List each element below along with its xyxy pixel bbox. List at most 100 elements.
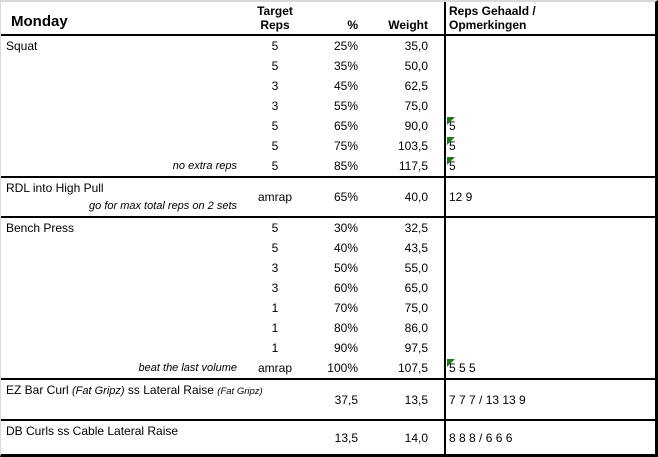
target-reps-cell[interactable]: 3 bbox=[271, 281, 279, 295]
percent-cell[interactable]: 80% bbox=[333, 321, 358, 335]
weight-cell[interactable]: 13,5 bbox=[404, 392, 428, 407]
exercise-cell[interactable]: Bench Press bbox=[1, 221, 239, 235]
weight-cell[interactable]: 75,0 bbox=[404, 301, 428, 315]
percent-cell[interactable]: 13,5 bbox=[334, 430, 358, 445]
result-cell[interactable] bbox=[446, 36, 655, 56]
exercise-cell[interactable]: Squat bbox=[1, 39, 239, 53]
exercise-cell[interactable]: DB Curls ss Cable Lateral Raise bbox=[1, 421, 239, 438]
percent-cell[interactable]: 70% bbox=[333, 301, 358, 315]
result-text: 12 9 bbox=[449, 190, 473, 204]
result-cell[interactable] bbox=[446, 96, 655, 116]
percent-cell[interactable]: 75% bbox=[333, 139, 358, 153]
result-cell[interactable] bbox=[446, 278, 655, 298]
col-header-target-reps-label: Target Reps bbox=[257, 4, 293, 32]
weight-cell[interactable]: 117,5 bbox=[398, 159, 428, 173]
col-header-percent[interactable]: % bbox=[311, 18, 366, 34]
weight-cell[interactable]: 14,0 bbox=[404, 430, 428, 445]
percent-cell[interactable]: 100% bbox=[327, 361, 358, 375]
result-cell[interactable] bbox=[446, 218, 655, 238]
target-reps-cell[interactable]: 3 bbox=[271, 99, 279, 113]
percent-cell[interactable]: 35% bbox=[333, 59, 358, 73]
exercise-cell[interactable]: RDL into High Pull go for max total reps … bbox=[1, 179, 239, 215]
target-reps-cell[interactable]: 5 bbox=[271, 221, 279, 235]
result-cell[interactable]: 5 5 5 bbox=[446, 358, 655, 378]
exercise-name: RDL into High Pull bbox=[6, 179, 239, 198]
exercise-name-segment: ss Lateral Raise bbox=[124, 383, 218, 397]
percent-cell[interactable]: 25% bbox=[333, 39, 358, 53]
target-reps-cell[interactable]: 3 bbox=[271, 79, 279, 93]
weight-cell[interactable]: 35,0 bbox=[404, 39, 428, 53]
percent-cell[interactable]: 65% bbox=[333, 119, 358, 133]
result-cell[interactable] bbox=[446, 56, 655, 76]
weight-cell[interactable]: 97,5 bbox=[404, 341, 428, 355]
exercise-name: EZ Bar Curl (Fat Gripz) ss Lateral Raise… bbox=[6, 383, 263, 397]
percent-cell[interactable]: 55% bbox=[333, 99, 358, 113]
result-cell[interactable]: 5 bbox=[446, 136, 655, 156]
result-cell[interactable]: 5 bbox=[446, 156, 655, 176]
exercise-name-segment: Bench Press bbox=[6, 221, 75, 235]
weight-cell[interactable]: 43,5 bbox=[404, 241, 428, 255]
weight-cell[interactable]: 75,0 bbox=[404, 99, 428, 113]
percent-cell[interactable]: 30% bbox=[333, 221, 358, 235]
weight-cell[interactable]: 107,5 bbox=[397, 361, 428, 375]
exercise-name-segment: (Fat Gripz) bbox=[72, 385, 125, 397]
result-cell[interactable] bbox=[446, 318, 655, 338]
weight-cell[interactable]: 40,0 bbox=[404, 190, 428, 204]
exercise-section: DB Curls ss Cable Lateral Raise 13,5 14,0 8… bbox=[1, 419, 655, 454]
target-reps-cell[interactable]: 5 bbox=[271, 159, 279, 173]
exercise-cell[interactable]: EZ Bar Curl (Fat Gripz) ss Lateral Raise… bbox=[1, 380, 263, 397]
result-cell[interactable]: 5 bbox=[446, 116, 655, 136]
col-header-target-reps[interactable]: Target Reps bbox=[239, 4, 311, 34]
percent-cell[interactable]: 50% bbox=[333, 261, 358, 275]
target-reps-cell[interactable]: 5 bbox=[271, 39, 279, 53]
result-cell[interactable]: 8 8 8 / 6 6 6 bbox=[446, 421, 655, 454]
exercise-cell[interactable]: beat the last volume bbox=[1, 362, 239, 374]
percent-cell[interactable]: 65% bbox=[333, 190, 358, 204]
result-cell[interactable]: 12 9 bbox=[446, 178, 655, 216]
result-cell[interactable]: 7 7 7 / 13 13 9 bbox=[446, 380, 655, 419]
target-reps-cell[interactable]: 3 bbox=[271, 261, 279, 275]
result-cell[interactable] bbox=[446, 338, 655, 358]
percent-cell[interactable]: 60% bbox=[333, 281, 358, 295]
col-header-notes[interactable]: Reps Gehaald / Opmerkingen bbox=[446, 2, 655, 34]
notes-column-divider bbox=[444, 2, 446, 454]
target-reps-cell[interactable]: 5 bbox=[271, 59, 279, 73]
set-row: 1 70% 75,0 bbox=[1, 298, 655, 318]
header-row: Monday Target Reps % Weight Reps Gehaald… bbox=[1, 2, 655, 36]
weight-cell[interactable]: 55,0 bbox=[404, 261, 428, 275]
exercise-section: Bench Press 5 30% 32,5 5 40% 43,5 3 50% 55,0 3 60% 6… bbox=[1, 216, 655, 378]
col-header-weight[interactable]: Weight bbox=[366, 18, 444, 34]
target-reps-cell[interactable]: 1 bbox=[271, 301, 279, 315]
set-note: beat the last volume bbox=[138, 362, 237, 374]
weight-cell[interactable]: 62,5 bbox=[404, 79, 428, 93]
weight-cell[interactable]: 50,0 bbox=[404, 59, 428, 73]
target-reps-cell[interactable]: 1 bbox=[271, 341, 279, 355]
target-reps-cell[interactable]: amrap bbox=[257, 361, 292, 375]
exercise-name-segment: EZ Bar Curl bbox=[6, 383, 73, 397]
weight-cell[interactable]: 86,0 bbox=[404, 321, 428, 335]
percent-cell[interactable]: 85% bbox=[333, 159, 358, 173]
day-title-cell[interactable]: Monday bbox=[1, 13, 239, 34]
result-cell[interactable] bbox=[446, 258, 655, 278]
target-reps-cell[interactable]: 5 bbox=[271, 119, 279, 133]
target-reps-cell[interactable]: 1 bbox=[271, 321, 279, 335]
weight-cell[interactable]: 32,5 bbox=[404, 221, 428, 235]
target-reps-cell[interactable]: amrap bbox=[257, 190, 292, 204]
percent-cell[interactable]: 37,5 bbox=[334, 392, 358, 407]
result-cell[interactable] bbox=[446, 298, 655, 318]
percent-cell[interactable]: 90% bbox=[333, 341, 358, 355]
weight-cell[interactable]: 90,0 bbox=[404, 119, 428, 133]
result-cell[interactable] bbox=[446, 76, 655, 96]
percent-cell[interactable]: 40% bbox=[333, 241, 358, 255]
percent-cell[interactable]: 45% bbox=[333, 79, 358, 93]
result-cell[interactable] bbox=[446, 238, 655, 258]
set-row: 3 45% 62,5 bbox=[1, 76, 655, 96]
weight-cell[interactable]: 103,5 bbox=[397, 139, 428, 153]
exercise-cell[interactable]: no extra reps bbox=[1, 160, 239, 172]
result-text: 5 bbox=[449, 159, 456, 173]
target-reps-cell[interactable]: 5 bbox=[271, 241, 279, 255]
result-text: 5 bbox=[449, 119, 456, 133]
weight-cell[interactable]: 65,0 bbox=[404, 281, 428, 295]
target-reps-cell[interactable]: 5 bbox=[271, 139, 279, 153]
